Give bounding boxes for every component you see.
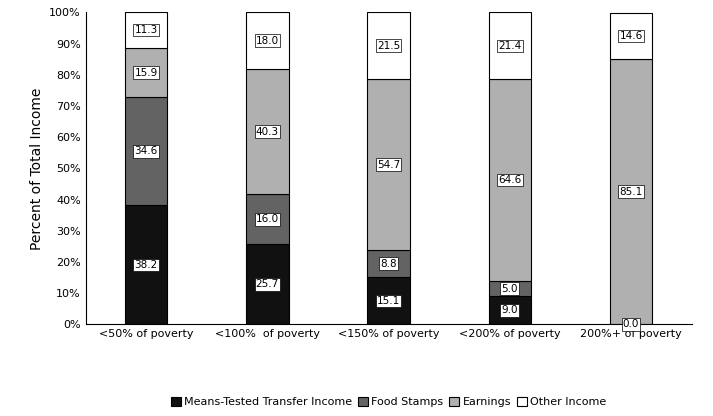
Text: 9.0: 9.0: [501, 305, 518, 315]
Bar: [125, 97, 168, 205]
Bar: [367, 12, 410, 79]
Text: 15.9: 15.9: [135, 67, 158, 77]
Text: 21.5: 21.5: [377, 41, 400, 51]
Bar: [125, 205, 168, 324]
Bar: [367, 250, 410, 277]
Text: 85.1: 85.1: [620, 187, 642, 197]
Text: 16.0: 16.0: [256, 214, 279, 224]
Text: 14.6: 14.6: [620, 31, 642, 41]
Text: 38.2: 38.2: [135, 260, 158, 270]
Bar: [610, 59, 652, 324]
Bar: [246, 69, 289, 194]
Text: 18.0: 18.0: [256, 35, 279, 46]
Bar: [610, 13, 652, 59]
Text: 54.7: 54.7: [377, 160, 400, 170]
Bar: [125, 48, 168, 97]
Bar: [125, 12, 168, 48]
Text: 8.8: 8.8: [380, 259, 397, 269]
Bar: [488, 79, 531, 281]
Bar: [488, 296, 531, 324]
Bar: [246, 194, 289, 244]
Bar: [488, 12, 531, 79]
Text: 0.0: 0.0: [623, 319, 639, 329]
Text: 21.4: 21.4: [498, 41, 521, 51]
Text: 5.0: 5.0: [501, 284, 518, 294]
Bar: [367, 79, 410, 250]
Text: 11.3: 11.3: [135, 25, 158, 35]
Text: 40.3: 40.3: [256, 126, 279, 136]
Bar: [246, 244, 289, 324]
Text: 25.7: 25.7: [256, 280, 279, 290]
Text: 15.1: 15.1: [377, 296, 400, 306]
Legend: Means-Tested Transfer Income, Food Stamps, Earnings, Other Income: Means-Tested Transfer Income, Food Stamp…: [167, 392, 610, 412]
Y-axis label: Percent of Total Income: Percent of Total Income: [29, 87, 43, 250]
Bar: [246, 12, 289, 69]
Text: 64.6: 64.6: [498, 175, 521, 185]
Bar: [488, 281, 531, 296]
Bar: [367, 277, 410, 324]
Text: 34.6: 34.6: [135, 146, 158, 156]
